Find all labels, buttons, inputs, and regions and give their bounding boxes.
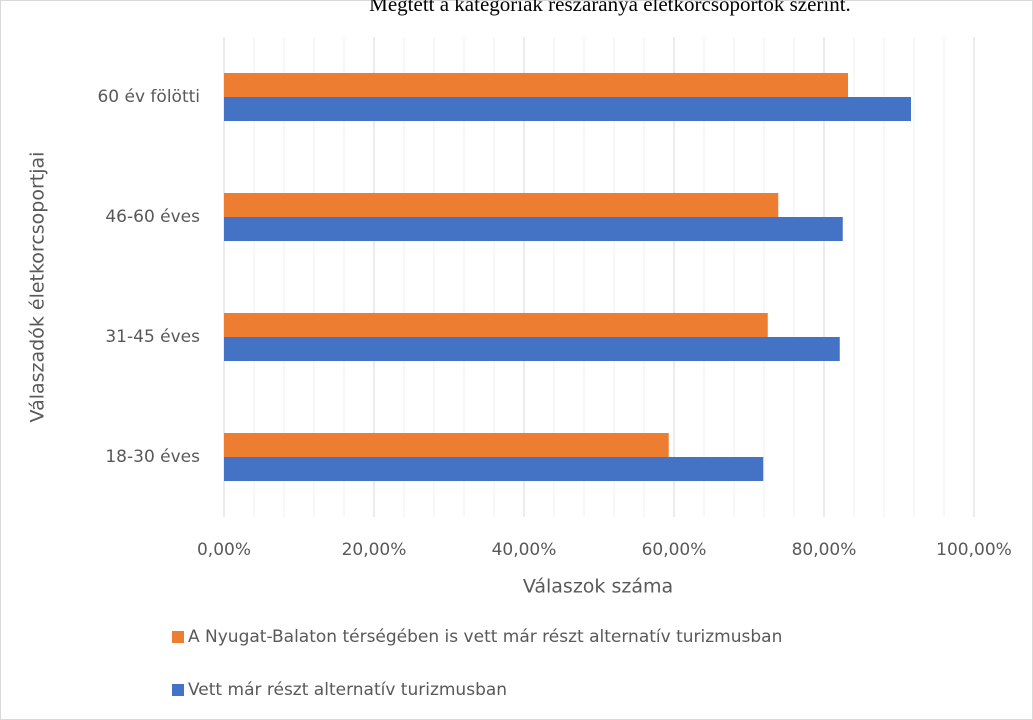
legend-label: Vett már részt alternatív turizmusban: [188, 680, 507, 700]
x-tick-label: 40,00%: [492, 540, 557, 560]
x-tick-label: 0,00%: [197, 540, 251, 560]
x-tick-label: 20,00%: [342, 540, 407, 560]
x-axis-title: Válaszok száma: [523, 576, 673, 598]
bar: [224, 457, 764, 481]
x-tick-label: 100,00%: [936, 540, 1012, 560]
x-tick-label: 80,00%: [792, 540, 857, 560]
bar: [224, 337, 840, 361]
y-axis-title: Válaszadók életkorcsoportjai: [27, 152, 49, 423]
x-tick-label: 60,00%: [642, 540, 707, 560]
y-tick-label: 46-60 éves: [105, 207, 200, 227]
bar: [224, 217, 843, 241]
legend-label: A Nyugat-Balaton térségében is vett már …: [188, 627, 782, 647]
y-tick-label: 60 év fölötti: [97, 87, 200, 107]
y-tick-label: 18-30 éves: [105, 447, 200, 467]
legend-swatch: [172, 684, 184, 696]
bar: [224, 433, 669, 457]
bar: [224, 313, 768, 337]
chart-title: Megtett a kategóriák részaránya életkorc…: [369, 0, 851, 16]
legend-swatch: [172, 631, 184, 643]
bar: [224, 73, 848, 97]
y-tick-label: 31-45 éves: [105, 327, 200, 347]
bar: [224, 193, 779, 217]
bar: [224, 97, 911, 121]
